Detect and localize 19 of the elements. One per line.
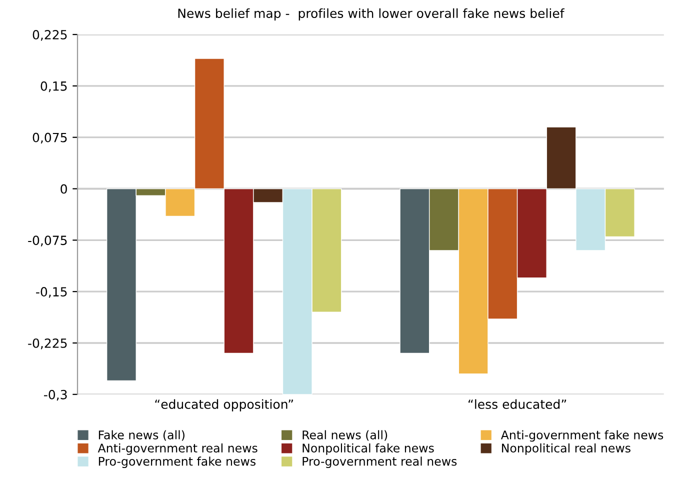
x-tick-label: “educated opposition” xyxy=(155,399,293,412)
y-tick-label: 0 xyxy=(60,184,67,194)
y-tick-label: -0,075 xyxy=(28,236,67,246)
legend-label: Fake news (all) xyxy=(98,430,184,441)
legend-label: Pro-government real news xyxy=(302,456,457,468)
y-tick-label: -0,15 xyxy=(36,287,67,298)
y-tick-label: 0,075 xyxy=(32,132,67,144)
y-tick-label: -0,225 xyxy=(28,338,67,350)
y-tick-label: -0,3 xyxy=(44,390,67,401)
y-tick-label: 0,225 xyxy=(32,30,67,41)
x-tick-label: “less educated” xyxy=(468,399,566,409)
y-tick-label: 0,15 xyxy=(40,81,67,92)
legend-label: Real news (all) xyxy=(302,430,388,441)
legend-label: Nonpolitical real news xyxy=(502,443,630,455)
legend-label: Anti-government fake news xyxy=(500,430,664,442)
chart-title: News belief map - profiles with lower overall fake news belief xyxy=(178,8,565,20)
legend-label: Nonpolitical fake news xyxy=(302,443,434,455)
legend-label: Anti-government real news xyxy=(98,443,258,455)
legend-label: Pro-government fake news xyxy=(98,456,256,468)
